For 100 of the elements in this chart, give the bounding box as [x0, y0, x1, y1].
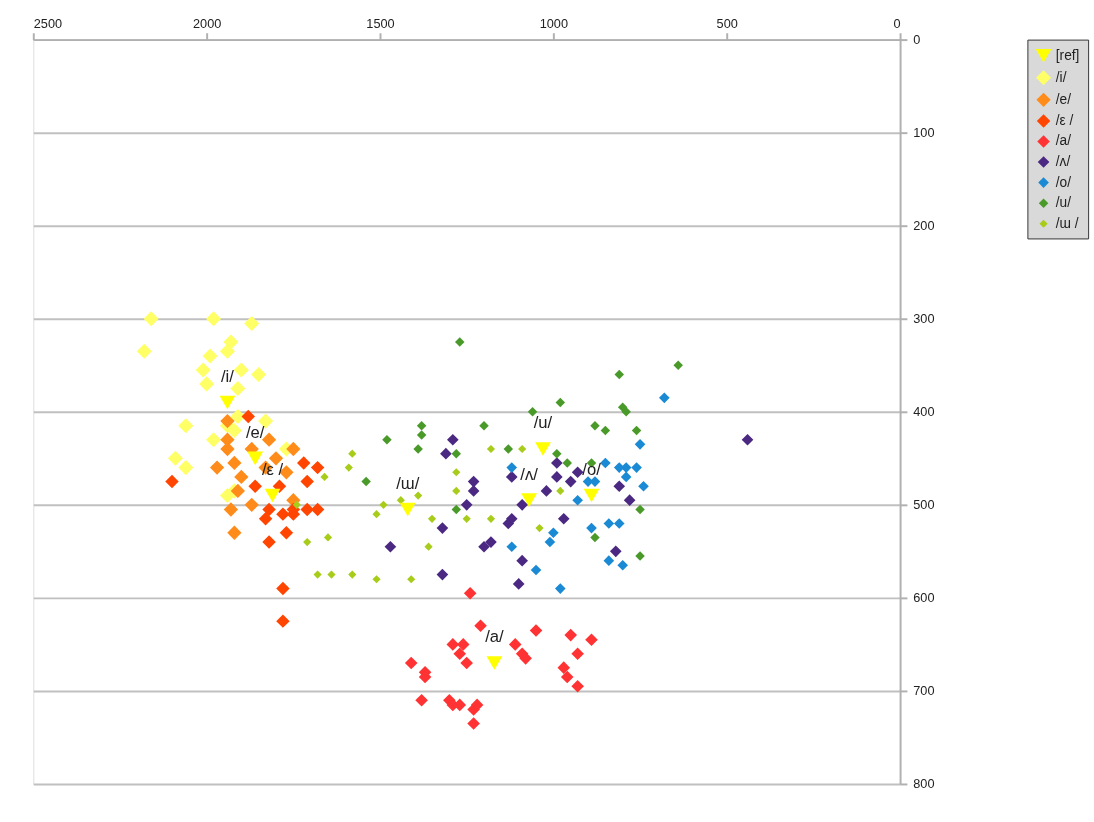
point — [554, 583, 566, 594]
point — [227, 455, 242, 471]
point — [564, 475, 577, 488]
point — [310, 460, 325, 475]
point — [453, 647, 467, 660]
point — [313, 570, 322, 579]
point — [486, 656, 503, 670]
point — [551, 457, 563, 469]
point — [452, 486, 461, 495]
point — [460, 656, 473, 670]
point — [440, 447, 452, 460]
point — [230, 381, 246, 397]
legend-label: [ref] — [1055, 47, 1080, 63]
point — [555, 397, 566, 408]
point — [564, 628, 577, 642]
legend-label: /ε / — [1055, 112, 1074, 128]
point — [590, 421, 600, 431]
point — [446, 638, 460, 651]
point — [344, 463, 353, 472]
point — [617, 560, 629, 571]
point — [297, 456, 311, 470]
point — [227, 525, 242, 540]
point — [572, 494, 583, 506]
y-tick-label: 800 — [913, 776, 935, 792]
point — [233, 362, 249, 378]
annotation: /u/ — [533, 413, 553, 433]
point — [557, 512, 570, 525]
legend-label: /e/ — [1055, 91, 1072, 107]
point — [361, 476, 371, 487]
point — [527, 407, 538, 417]
point — [560, 670, 574, 684]
point — [516, 554, 528, 567]
point — [447, 433, 459, 446]
point — [244, 497, 259, 512]
legend-label: /o/ — [1055, 174, 1072, 190]
point — [348, 449, 357, 458]
point — [600, 425, 611, 436]
point — [512, 578, 525, 590]
point — [436, 568, 449, 581]
point — [230, 408, 246, 424]
y-tick-label: 700 — [913, 683, 935, 699]
point — [544, 536, 556, 548]
point — [279, 526, 294, 540]
point — [244, 315, 260, 331]
point — [562, 458, 572, 468]
point — [631, 462, 642, 473]
point — [382, 434, 392, 445]
point — [262, 502, 276, 517]
point — [195, 362, 211, 378]
point — [635, 504, 645, 515]
legend-label: /u/ — [1055, 195, 1072, 211]
point — [226, 422, 242, 438]
point — [223, 502, 239, 517]
point — [451, 504, 462, 515]
point — [486, 444, 496, 454]
point — [262, 535, 276, 549]
point — [178, 460, 194, 476]
point — [416, 430, 427, 440]
annotation: /o/ — [582, 459, 602, 479]
point — [621, 407, 631, 417]
y-tick-label: 600 — [913, 590, 935, 606]
point — [518, 444, 527, 454]
point — [303, 537, 312, 547]
point — [741, 433, 754, 446]
point — [571, 647, 584, 660]
point — [631, 425, 642, 436]
point — [407, 575, 416, 584]
legend-label: /i/ — [1055, 69, 1067, 85]
y-tick-label: 400 — [913, 404, 935, 420]
point — [327, 570, 336, 579]
point — [474, 619, 487, 633]
point — [551, 471, 563, 483]
point — [467, 475, 480, 488]
point — [247, 451, 264, 466]
x-tick-label: 2000 — [193, 16, 222, 32]
point — [540, 485, 553, 497]
point — [286, 441, 301, 457]
x-tick-label: 2500 — [33, 16, 63, 32]
annotation: /e/ — [245, 422, 265, 442]
point — [505, 471, 518, 483]
point — [199, 376, 215, 392]
point — [230, 483, 245, 499]
x-tick-label: 0 — [893, 16, 901, 32]
point — [452, 468, 461, 477]
point — [323, 533, 333, 542]
point — [372, 510, 381, 519]
point — [460, 499, 473, 511]
point — [251, 367, 267, 383]
legend-label: /ɯ / — [1055, 215, 1079, 231]
point — [379, 500, 388, 509]
point — [416, 421, 427, 431]
point — [241, 409, 255, 424]
point — [258, 512, 273, 526]
legend-label: /a/ — [1055, 133, 1072, 149]
point — [223, 334, 239, 350]
point — [178, 418, 194, 434]
point — [455, 337, 465, 347]
point — [399, 502, 416, 517]
point — [583, 488, 600, 503]
point — [623, 494, 636, 507]
